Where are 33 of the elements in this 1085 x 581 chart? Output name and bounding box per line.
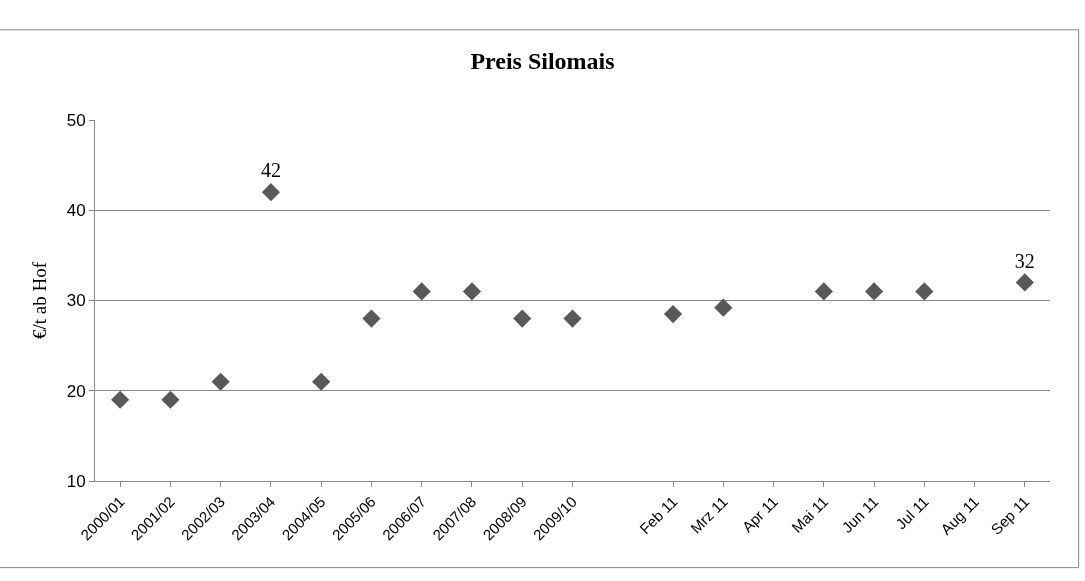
point bbox=[312, 372, 331, 391]
y-tick-label: 20 bbox=[66, 381, 86, 401]
point bbox=[1015, 273, 1034, 292]
x-tick-label: Sep 11 bbox=[987, 492, 1033, 538]
x-tick-label: Mai 11 bbox=[788, 492, 832, 536]
y-tick-label: 40 bbox=[66, 201, 86, 221]
point bbox=[362, 309, 381, 328]
point bbox=[261, 183, 281, 202]
data-label: 42 bbox=[260, 159, 281, 182]
point bbox=[864, 282, 884, 301]
x-tick-label: Jul 11 bbox=[892, 492, 932, 533]
x-tick-label: Mrz 11 bbox=[687, 492, 731, 537]
point bbox=[211, 372, 230, 391]
x-tick-label: Aug 11 bbox=[937, 492, 983, 538]
point bbox=[814, 282, 833, 301]
x-tick-label: Apr 11 bbox=[738, 492, 781, 536]
y-tick-label: 10 bbox=[66, 471, 86, 491]
point bbox=[412, 282, 431, 301]
point bbox=[663, 304, 683, 324]
point bbox=[513, 309, 532, 328]
point bbox=[111, 390, 130, 409]
y-tick-label: 50 bbox=[66, 110, 86, 130]
point bbox=[714, 298, 733, 317]
x-tick-label: Jun 11 bbox=[838, 492, 882, 536]
data-label: 32 bbox=[1014, 249, 1035, 272]
y-tick-label: 30 bbox=[66, 291, 86, 311]
point bbox=[915, 282, 934, 301]
y-axis-title: €/t ab Hof bbox=[28, 261, 50, 340]
x-tick-label: Feb 11 bbox=[636, 492, 681, 538]
point bbox=[563, 309, 582, 328]
chart-title: Preis Silomais bbox=[470, 48, 615, 75]
point bbox=[462, 282, 482, 301]
point bbox=[161, 390, 180, 409]
